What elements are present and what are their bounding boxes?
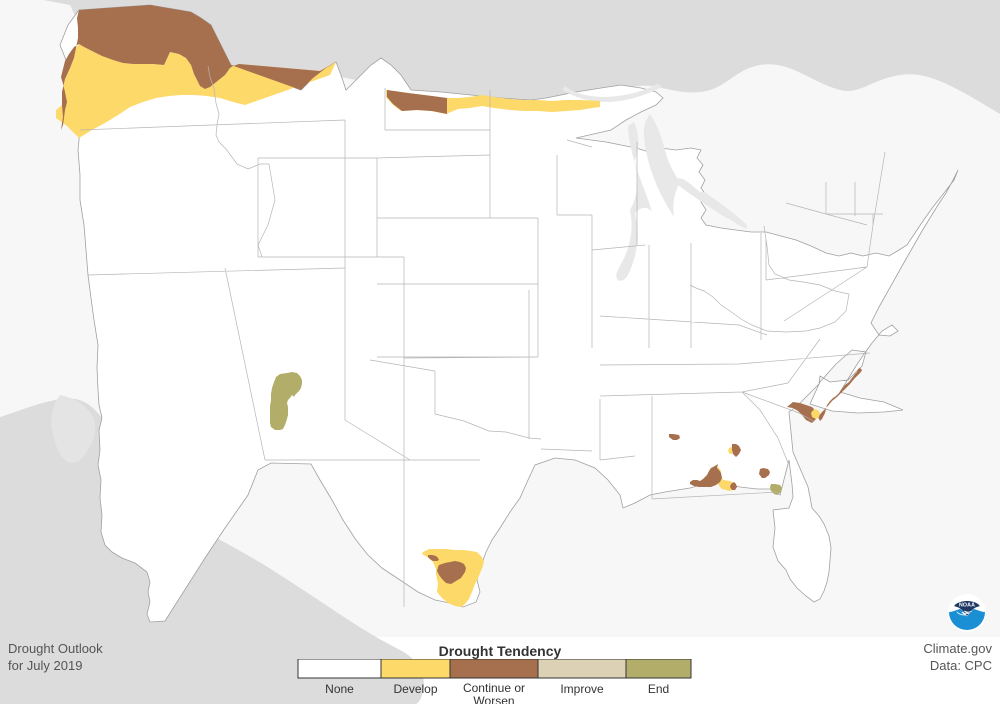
svg-text:NOAA: NOAA: [959, 603, 975, 609]
